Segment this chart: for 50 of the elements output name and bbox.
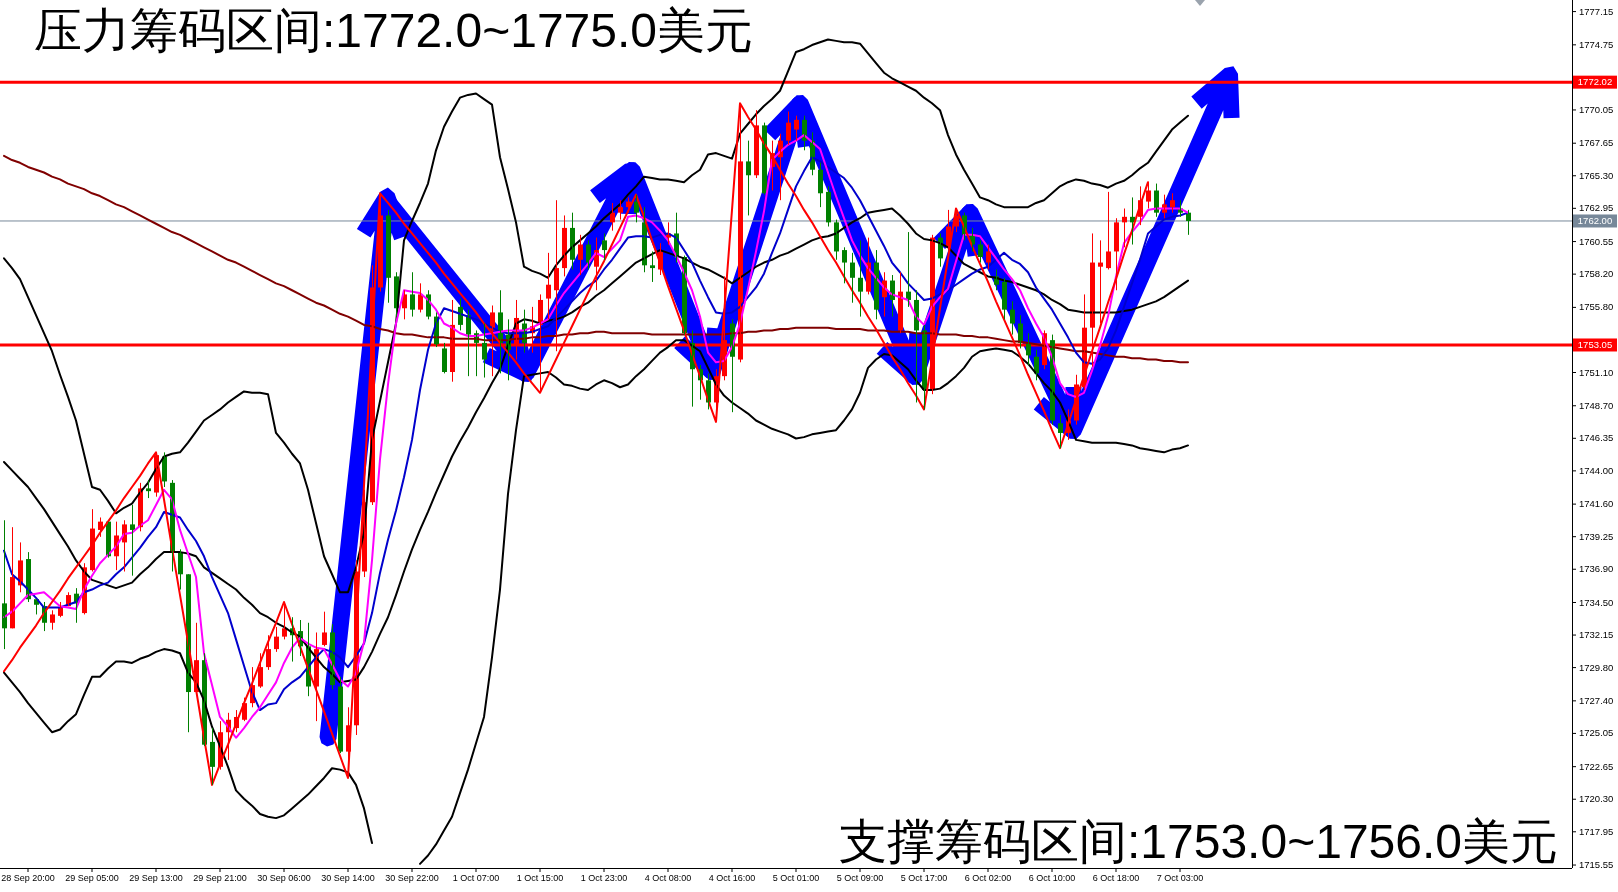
y-tick-label: 1767.65 (1579, 137, 1614, 149)
x-tick-label: 6 Oct 10:00 (1028, 873, 1076, 884)
x-tick-label: 1 Oct 23:00 (580, 873, 628, 884)
annotation: 支撑筹码区间:1753.0~1756.0美元 (839, 815, 1558, 868)
x-tick-label: 7 Oct 03:00 (1156, 873, 1204, 884)
ref-line-label: 1762.00 (1577, 215, 1613, 227)
y-tick-label: 1755.80 (1579, 301, 1614, 313)
x-tick-label: 6 Oct 02:00 (964, 873, 1012, 884)
x-tick-label: 29 Sep 21:00 (193, 873, 247, 884)
ref-line-label: 1772.02 (1577, 76, 1613, 88)
y-tick-label: 1744.00 (1579, 464, 1614, 476)
y-tick-label: 1734.50 (1579, 596, 1614, 608)
y-tick-label: 1746.35 (1579, 432, 1614, 444)
x-tick-label: 29 Sep 05:00 (65, 873, 119, 884)
y-tick-label: 1722.65 (1579, 760, 1614, 772)
y-tick-label: 1751.10 (1579, 366, 1614, 378)
annotation: 压力筹码区间:1772.0~1775.0美元 (34, 4, 753, 57)
x-tick-label: 30 Sep 22:00 (385, 873, 439, 884)
y-tick-label: 1774.75 (1579, 38, 1614, 50)
x-tick-label: 30 Sep 06:00 (257, 873, 311, 884)
y-tick-label: 1762.95 (1579, 202, 1614, 214)
y-tick-label: 1715.55 (1579, 859, 1614, 871)
y-tick-label: 1765.30 (1579, 169, 1614, 181)
x-tick-label: 30 Sep 14:00 (321, 873, 375, 884)
x-tick-label: 29 Sep 13:00 (129, 873, 183, 884)
x-tick-label: 5 Oct 01:00 (772, 873, 820, 884)
y-tick-label: 1770.05 (1579, 103, 1614, 115)
line-series (3, 154, 1189, 364)
y-tick-label: 1720.30 (1579, 793, 1614, 805)
y-tick-label: 1717.95 (1579, 825, 1614, 837)
y-tick-label: 1736.90 (1579, 563, 1614, 575)
y-tick-label: 1741.60 (1579, 498, 1614, 510)
y-tick-label: 1739.25 (1579, 530, 1614, 542)
x-tick-label: 5 Oct 17:00 (900, 873, 948, 884)
ref-line-label: 1753.05 (1577, 339, 1613, 351)
x-tick-label: 6 Oct 18:00 (1092, 873, 1140, 884)
y-tick-label: 1760.55 (1579, 235, 1614, 247)
y-tick-label: 1748.70 (1579, 399, 1614, 411)
y-tick-label: 1758.20 (1579, 268, 1614, 280)
y-tick-label: 1777.15 (1579, 5, 1614, 17)
x-tick-label: 1 Oct 15:00 (516, 873, 564, 884)
y-tick-label: 1729.80 (1579, 661, 1614, 673)
x-tick-label: 5 Oct 09:00 (836, 873, 884, 884)
y-tick-label: 1732.15 (1579, 629, 1614, 641)
x-tick-label: 28 Sep 20:00 (1, 873, 55, 884)
x-tick-label: 4 Oct 08:00 (644, 873, 692, 884)
y-tick-label: 1725.05 (1579, 727, 1614, 739)
y-tick-label: 1727.40 (1579, 694, 1614, 706)
x-tick-label: 4 Oct 16:00 (708, 873, 756, 884)
x-tick-label: 1 Oct 07:00 (452, 873, 500, 884)
